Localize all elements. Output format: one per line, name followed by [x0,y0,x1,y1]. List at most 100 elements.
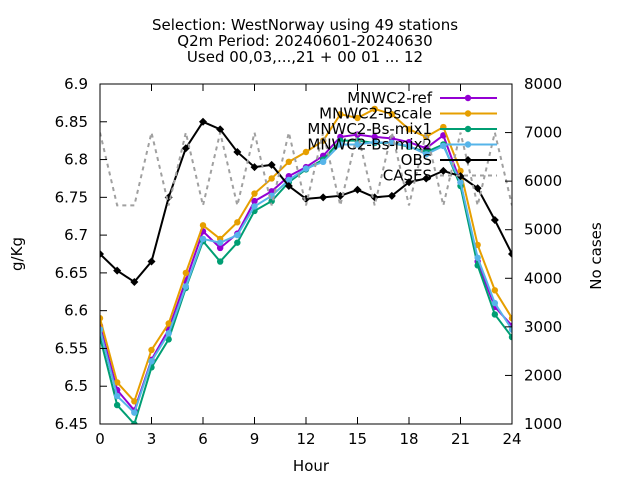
legend: MNWC2-refMNWC2-BscaleMNWC2-Bs-mix1MNWC2-… [307,89,497,185]
data-point [302,148,310,156]
data-point [268,175,275,182]
x-tick-label: 18 [399,430,418,448]
x-tick-label: 0 [95,430,105,448]
y-tick-label: 6.85 [55,113,88,131]
data-point [100,326,104,333]
data-point [130,277,139,286]
data-point [148,358,155,365]
y-tick-label: 6.8 [64,151,88,169]
data-point [371,138,378,146]
title-line: Used 00,03,...,21 + 00 01 ... 12 [187,48,423,66]
data-point [216,258,224,265]
data-point [422,151,430,158]
data-point [182,283,190,290]
legend-label: CASES [383,167,432,185]
data-point [100,315,104,322]
legend-marker [464,141,472,148]
data-point [354,114,361,122]
legend-marker [464,110,472,117]
data-point [233,148,242,156]
y-tick-label: 6.9 [64,75,88,93]
x-tick-label: 12 [296,430,315,448]
data-point [199,235,207,243]
y2-tick-label: 7000 [524,124,562,142]
data-point [181,144,190,153]
data-point [473,184,482,193]
x-tick-label: 24 [502,430,521,448]
y2-tick-label: 4000 [524,269,562,287]
data-point [508,250,512,258]
data-point [388,111,396,118]
legend-label: MNWC2-Bs-mix1 [307,120,432,138]
data-point [422,174,431,183]
data-point [387,191,396,200]
y2-axis-label: No cases [587,222,605,290]
data-point [319,193,328,202]
title-line: Q2m Period: 20240601-20240630 [177,32,432,50]
x-tick-label: 21 [451,430,470,448]
chart-title: Selection: WestNorway using 49 stationsQ… [152,16,458,66]
data-point [165,330,172,337]
data-point [251,190,258,197]
data-point [251,197,258,205]
axes: 0 3 6 9 12 15 18 21 24 6.45 6.5 6.55 6.6 6.65 6.7 6.75 6… [8,75,605,475]
y2-tick-label: 8000 [524,75,562,93]
y-tick-label: 6.55 [55,339,88,357]
data-point [439,166,448,175]
data-point [491,311,499,318]
plot-frame [99,83,513,425]
data-point [199,222,207,229]
data-point [216,239,224,246]
data-point [147,257,156,266]
data-point [234,231,241,239]
y2-tick-label: 1000 [524,415,562,433]
legend-label: MNWC2-ref [347,89,432,107]
series-mnwc2-bs-mix2 [100,138,512,416]
data-point [113,266,122,275]
series-mnwc2-bscale [100,105,512,405]
data-point [490,216,499,224]
x-tick-label: 9 [250,430,260,448]
y2-tick-label: 3000 [524,318,562,336]
data-point [405,178,413,187]
data-point [353,185,362,194]
y-tick-label: 6.5 [64,377,88,395]
series-mnwc2-bs-mix1 [100,137,512,424]
data-point [474,254,481,261]
y-axis-label: g/Kg [8,237,26,271]
data-point [405,142,413,150]
data-point [100,250,104,258]
legend-label: MNWC2-Bscale [319,105,432,123]
data-point [131,409,138,416]
data-point [113,401,121,409]
y-tick-label: 6.6 [64,302,88,320]
y2-tick-label: 6000 [524,172,562,190]
legend-marker [464,94,472,102]
legend-marker [464,156,472,164]
data-point [319,158,327,166]
legend-label: OBS [401,151,432,169]
data-point [456,172,465,181]
data-point [457,167,464,175]
series-obs [100,117,512,286]
y2-tick-label: 5000 [524,221,562,239]
x-tick-label: 6 [198,430,208,448]
x-tick-label: 15 [348,430,367,448]
data-point [371,133,378,141]
data-point [131,398,138,405]
data-point [337,111,344,118]
data-point [508,315,512,322]
data-point [216,244,224,252]
series-line [100,139,512,424]
series-line [100,132,512,207]
data-point [337,141,344,148]
data-point [182,269,190,277]
y-tick-label: 6.45 [55,415,88,433]
x-tick-label: 3 [147,430,157,448]
data-point [285,158,293,166]
data-point [268,188,275,195]
title-line: Selection: WestNorway using 49 stations [152,16,458,34]
data-point [234,239,241,246]
data-point [284,182,293,190]
